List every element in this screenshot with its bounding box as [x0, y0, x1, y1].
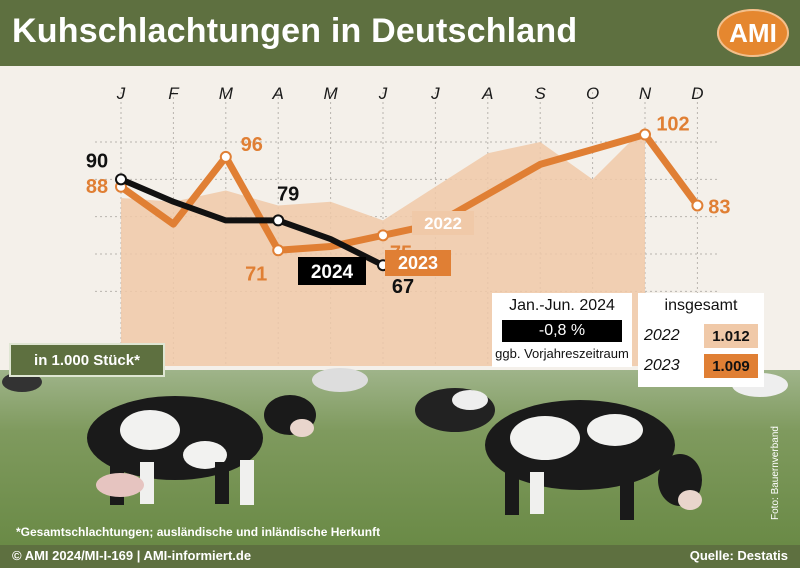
month-label: J	[116, 84, 126, 103]
data-label-2024-5: 67	[392, 276, 414, 298]
totals-box: insgesamt 2022 1.012 2023 1.009	[638, 293, 764, 387]
month-label: M	[219, 84, 234, 103]
month-label: S	[535, 84, 547, 103]
series-tag-2024-bg	[298, 257, 366, 285]
month-label: F	[168, 84, 180, 103]
data-label-2023-0: 88	[86, 176, 108, 198]
data-label-2024-3: 79	[277, 183, 299, 205]
series-tag-2022: 2022	[424, 214, 462, 233]
point-2023-3	[272, 244, 285, 257]
point-2023-5	[377, 229, 389, 242]
series-tag-2022-bg	[412, 211, 474, 235]
month-label: A	[481, 84, 493, 103]
line-2023	[118, 131, 701, 254]
jan-jun-box: Jan.-Jun. 2024 -0,8 % ggb. Vorjahreszeit…	[492, 293, 632, 367]
totals-title: insgesamt	[664, 297, 738, 314]
month-label: J	[430, 84, 440, 103]
page-title: Kuhschlachtungen in Deutschland	[12, 12, 578, 50]
point-2024-3	[272, 214, 285, 227]
line-2024	[119, 176, 385, 268]
unit-label: in 1.000 Stück*	[9, 343, 165, 377]
jan-jun-subtitle: ggb. Vorjahreszeitraum	[495, 346, 629, 361]
totals-value-2023: 1.009	[704, 354, 758, 378]
month-label: O	[586, 84, 599, 103]
month-label: N	[639, 84, 652, 103]
point-2023-11	[691, 199, 704, 212]
month-label: D	[691, 84, 703, 103]
point-2023-10	[639, 128, 651, 141]
totals-year-2023: 2023	[644, 357, 680, 374]
totals-year-2022: 2022	[644, 327, 680, 344]
data-label-2023-2: 96	[241, 134, 263, 156]
data-label-2024-0: 90	[86, 150, 108, 172]
jan-jun-value: -0,8 %	[502, 320, 622, 342]
series-tag-2024: 2024	[311, 262, 354, 283]
source: Quelle: Destatis	[689, 548, 788, 563]
cow-illustration	[2, 368, 788, 520]
photo-credit: Foto: Bauernverband	[770, 426, 781, 520]
jan-jun-title: Jan.-Jun. 2024	[509, 297, 615, 314]
footer-bar	[0, 545, 800, 568]
cow-left	[87, 395, 316, 505]
data-label-2023-3: 71	[245, 263, 267, 285]
point-2023-2	[219, 150, 232, 163]
point-2024-0	[115, 173, 127, 186]
footnote: *Gesamtschlachtungen; ausländische und i…	[16, 525, 381, 539]
copyright: © AMI 2024/MI-I-169 | AMI-informiert.de	[12, 548, 252, 563]
data-label-2023-11: 83	[708, 196, 730, 218]
month-label: J	[378, 84, 388, 103]
month-label: M	[324, 84, 339, 103]
month-label: A	[272, 84, 284, 103]
data-label-2023-10: 102	[656, 114, 689, 136]
title-bar: Kuhschlachtungen in Deutschland AMI	[0, 0, 800, 66]
series-tags: 2022 2023 2024	[298, 211, 474, 285]
totals-value-2022: 1.012	[704, 324, 758, 348]
series-2024-line	[115, 173, 389, 272]
ami-logo: AMI	[717, 9, 789, 57]
cow-right	[485, 400, 702, 520]
series-tag-2023-bg	[385, 250, 451, 276]
series-tag-2023: 2023	[398, 253, 438, 273]
